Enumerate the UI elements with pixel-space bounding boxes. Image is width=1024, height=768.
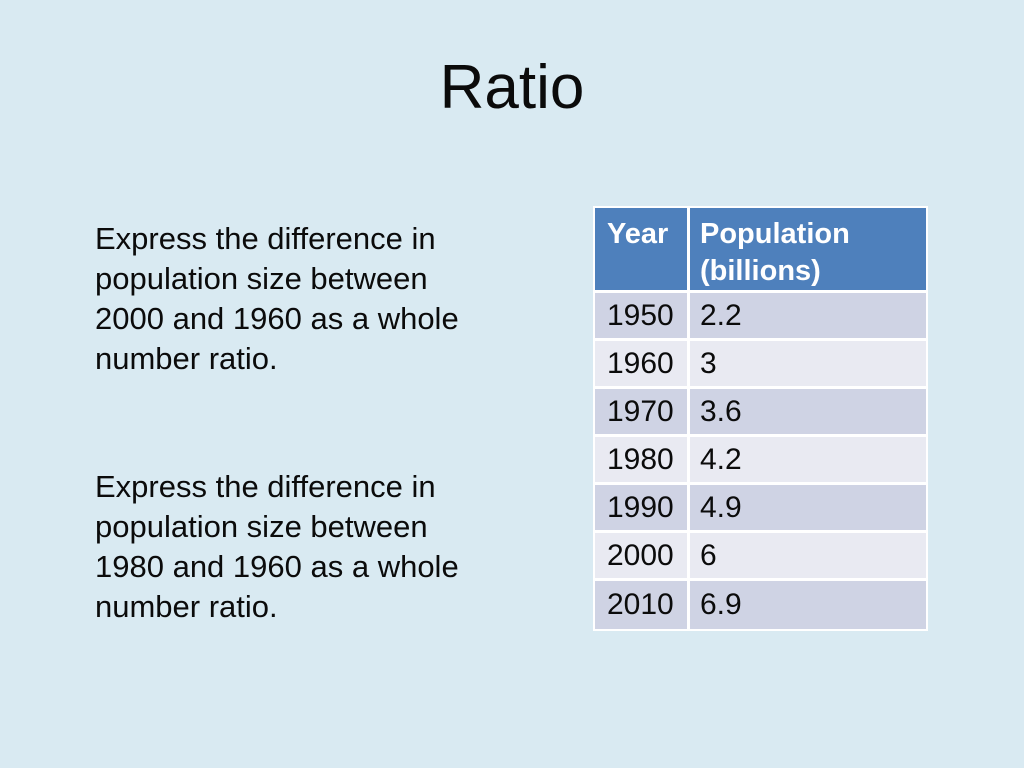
table-row: 2010 6.9 xyxy=(595,581,926,629)
population-cell: 6.9 xyxy=(690,581,926,629)
population-table-container: Year Population (billions) 1950 2.2 1960… xyxy=(593,206,928,631)
year-cell: 2010 xyxy=(595,581,690,629)
text-line: number ratio. xyxy=(95,341,278,376)
table-row: 1970 3.6 xyxy=(595,389,926,437)
question-text-column: Express the difference in population siz… xyxy=(95,219,565,627)
population-cell: 6 xyxy=(690,533,926,581)
table-row: 2000 6 xyxy=(595,533,926,581)
population-table: Year Population (billions) 1950 2.2 1960… xyxy=(593,206,928,631)
text-line: number ratio. xyxy=(95,589,278,624)
text-line: population size between xyxy=(95,261,428,296)
text-line: 2000 and 1960 as a whole xyxy=(95,301,459,336)
year-cell: 1970 xyxy=(595,389,690,437)
table-header-row: Year Population (billions) xyxy=(595,208,926,293)
population-cell: 4.9 xyxy=(690,485,926,533)
table-header-year: Year xyxy=(595,208,690,293)
table-header-population: Population (billions) xyxy=(690,208,926,293)
table-row: 1980 4.2 xyxy=(595,437,926,485)
population-cell: 3.6 xyxy=(690,389,926,437)
text-line: Express the difference in xyxy=(95,221,436,256)
year-cell: 1960 xyxy=(595,341,690,389)
page-title: Ratio xyxy=(439,53,585,122)
population-cell: 2.2 xyxy=(690,293,926,341)
table-row: 1990 4.9 xyxy=(595,485,926,533)
text-line: Express the difference in xyxy=(95,469,436,504)
table-row: 1950 2.2 xyxy=(595,293,926,341)
year-cell: 1950 xyxy=(595,293,690,341)
population-cell: 3 xyxy=(690,341,926,389)
question-paragraph-1: Express the difference in population siz… xyxy=(95,219,565,379)
year-cell: 1980 xyxy=(595,437,690,485)
question-paragraph-2: Express the difference in population siz… xyxy=(95,467,565,627)
text-line: 1980 and 1960 as a whole xyxy=(95,549,459,584)
population-cell: 4.2 xyxy=(690,437,926,485)
text-line: population size between xyxy=(95,509,428,544)
year-cell: 2000 xyxy=(595,533,690,581)
table-row: 1960 3 xyxy=(595,341,926,389)
year-cell: 1990 xyxy=(595,485,690,533)
